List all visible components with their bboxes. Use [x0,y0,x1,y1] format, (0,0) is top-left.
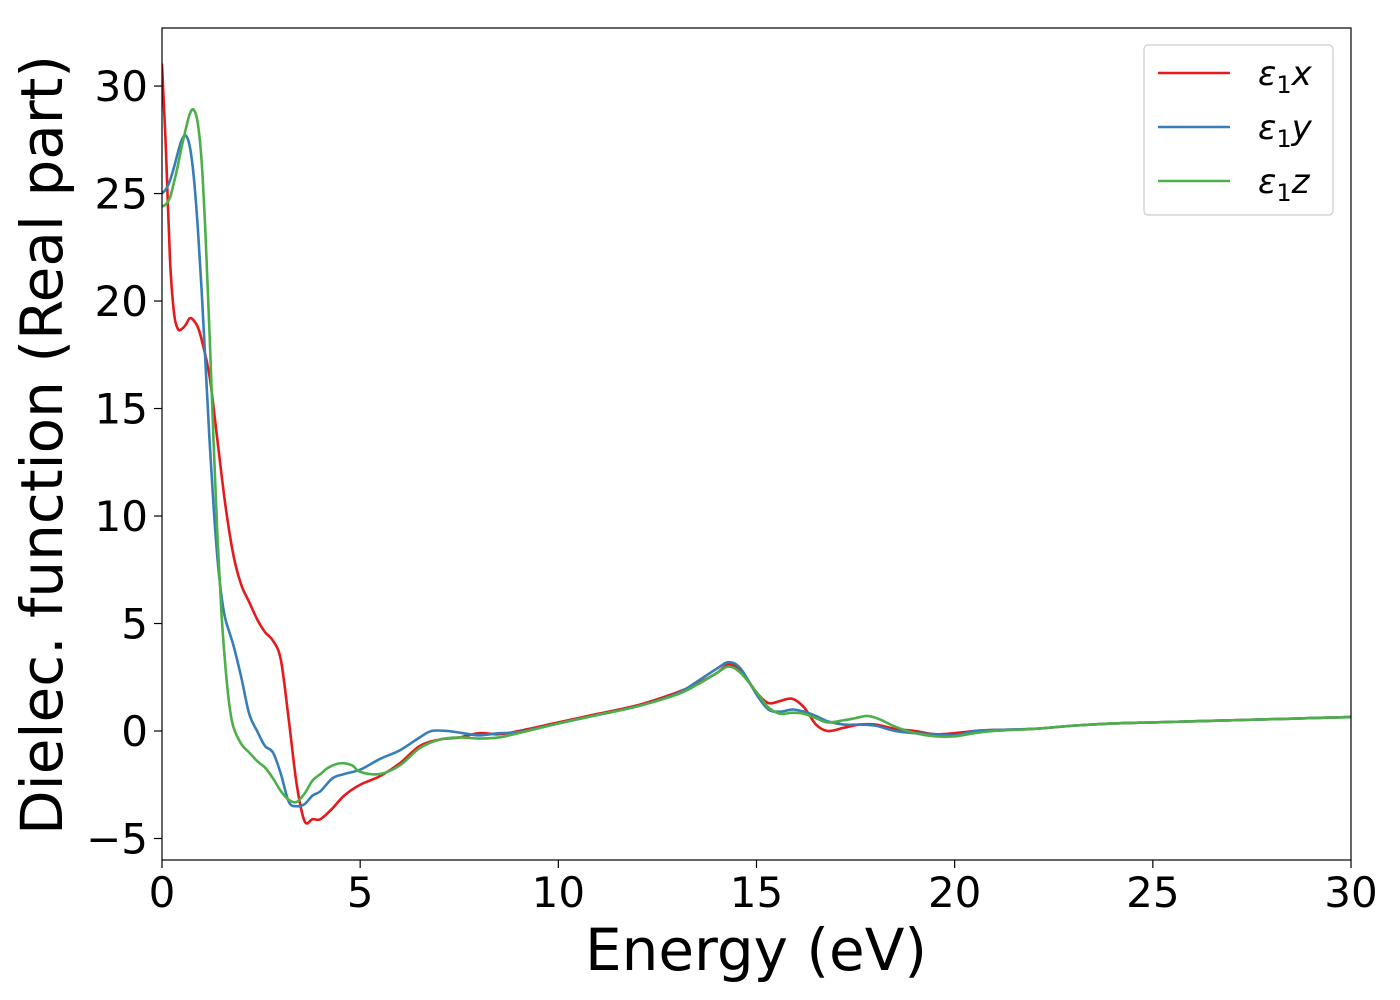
x-axis: 0 5 10 15 20 25 30 [149,860,1378,917]
legend-label-subscript: 1 [1276,179,1291,207]
legend-label-subscript: 1 [1276,125,1291,153]
legend-label-symbol: ε [1258,54,1276,94]
x-axis-title: Energy (eV) [585,916,927,984]
y-tick-label: 0 [121,707,148,756]
y-tick-label: 20 [95,277,148,326]
legend-label-subscript: 1 [1276,71,1291,99]
legend-label-symbol: ε [1258,108,1276,148]
x-tick-label: 20 [928,868,981,917]
legend-label: ε1x [1258,54,1313,99]
legend-label: ε1y [1258,108,1313,153]
legend-item-y: ε1y [1158,108,1313,153]
y-tick-label: 5 [121,600,148,649]
x-tick-label: 10 [532,868,585,917]
legend-label-variable: y [1291,108,1313,148]
legend-item-x: ε1x [1158,54,1313,99]
x-tick-label: 15 [730,868,783,917]
legend-label: ε1z [1258,162,1311,207]
legend-item-z: ε1z [1158,162,1311,207]
x-tick-label: 30 [1324,868,1377,917]
legend-label-variable: x [1291,54,1313,94]
legend-label-symbol: ε [1258,162,1276,202]
y-tick-label: 30 [95,62,148,111]
x-tick-label: 0 [149,868,176,917]
y-tick-label: 25 [95,170,148,219]
y-tick-label: 15 [95,385,148,434]
y-axis-title: Dielec. function (Real part) [8,55,76,835]
series-layer [162,63,1351,825]
series-line-z [162,108,1351,804]
plot-area [161,27,1352,861]
y-tick-label: 10 [95,492,148,541]
y-tick-label: −5 [86,815,148,864]
legend-label-variable: z [1291,162,1311,202]
legend-box [1143,44,1334,216]
x-tick-label: 5 [347,868,374,917]
x-tick-label: 25 [1126,868,1179,917]
series-line-y [162,133,1351,808]
y-axis: −5 0 5 10 15 20 25 30 [86,62,162,864]
